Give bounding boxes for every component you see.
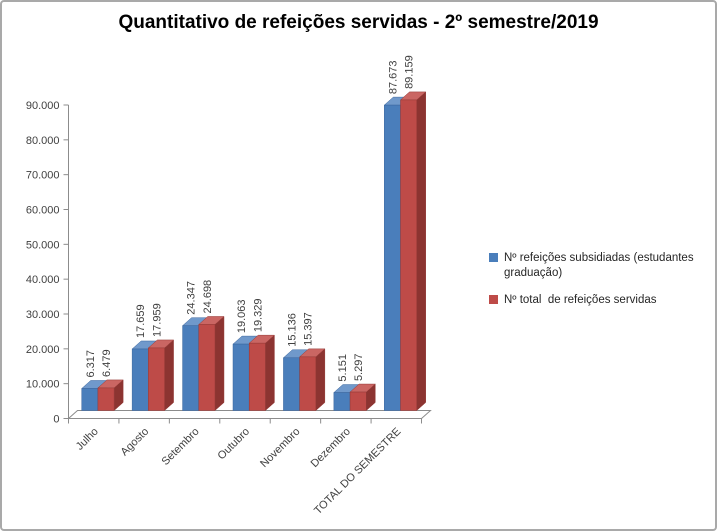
y-tick-label: 50.000 [26,239,60,251]
data-label: 17.659 [135,304,147,338]
bar-1-1 [148,347,165,411]
bar-0-3 [232,343,250,411]
category-label: Outubro [216,426,253,463]
bar-side-face [164,339,174,412]
data-label: 17.959 [151,303,163,337]
data-label: 24.698 [202,280,214,314]
y-tick-label: 70.000 [26,170,60,182]
bar-side-face [416,91,426,412]
data-label: 24.347 [186,281,198,315]
y-tick-label: 30.000 [26,309,60,321]
bar-0-0 [81,388,99,411]
data-label: 15.397 [303,312,315,346]
legend-label-subsidized: Nº refeições subsidiadas (estudantes gra… [504,252,697,279]
category-label: Julho [74,426,101,453]
data-label: 15.136 [287,313,299,347]
legend-swatch-blue-icon [489,253,498,262]
legend-item-total: Nº total de refeições servidas [489,293,711,308]
y-tick-label: 20.000 [26,344,60,356]
data-label: 6.317 [85,350,97,378]
floor-plane [67,410,432,419]
y-tick-label: 0 [53,414,59,426]
bar-0-4 [283,357,300,411]
legend: Nº refeições subsidiadas (estudantes gra… [489,251,711,321]
bar-1-4 [299,356,317,411]
category-label: TOTAL DO SEMESTRE [312,426,403,517]
chart-title: Quantitativo de refeições servidas - 2º … [118,12,599,33]
data-label: 87.673 [387,60,399,94]
bar-1-2 [198,324,216,411]
category-label: Dezembro [309,426,353,470]
y-tick-label: 90.000 [26,100,60,112]
category-label: Agosto [119,426,152,459]
bar-1-5 [349,391,367,411]
legend-item-subsidized: Nº refeições subsidiadas (estudantes gra… [489,251,711,280]
legend-swatch-red-icon [489,295,498,305]
y-tick-label: 10.000 [26,379,60,391]
y-tick-label: 80.000 [26,135,60,147]
data-label: 19.063 [236,299,248,333]
category-label: Novembro [258,426,302,470]
data-label: 6.479 [101,349,113,377]
bar-0-5 [333,392,351,411]
data-label: 5.297 [353,354,365,382]
bar-side-face [214,315,225,412]
data-label: 19.329 [252,299,264,333]
y-tick-label: 40.000 [26,274,60,286]
bar-1-6 [400,99,417,411]
y-tick-label: 60.000 [26,205,60,217]
bar-0-6 [384,104,401,411]
legend-label-total: Nº total de refeições servidas [504,294,657,307]
bar-0-2 [182,325,200,411]
bar-0-1 [131,348,149,411]
bar-side-face [315,348,326,412]
category-label: Setembro [159,426,201,468]
bar-1-3 [248,342,266,411]
bar-1-0 [97,387,115,411]
data-label: 89.159 [404,55,416,89]
data-label: 5.151 [337,354,349,382]
bar-side-face [265,334,275,412]
